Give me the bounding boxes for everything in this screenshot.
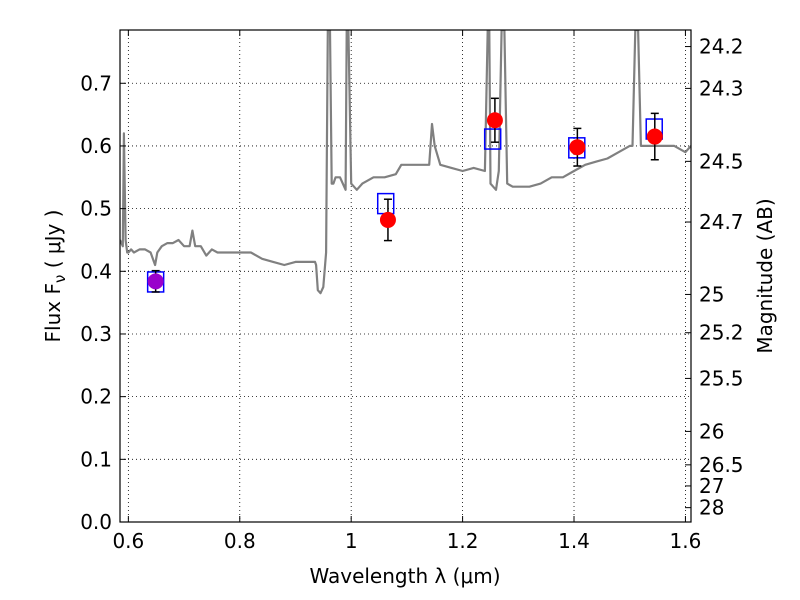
- observed-point: [147, 273, 164, 290]
- y-tick-label: 0.4: [80, 259, 112, 283]
- mag-tick-label: 24.3: [699, 76, 744, 100]
- y-tick-label: 0.1: [80, 447, 112, 471]
- x-tick-label: 1.2: [447, 529, 479, 553]
- y-tick-label: 0.5: [80, 197, 112, 221]
- x-tick-label: 0.6: [112, 529, 144, 553]
- mag-tick-label: 28: [699, 496, 724, 520]
- axis-ticks: 0.6 0.8 1 1.2 1.4 1.6 0.0 0.1 0.2 0.3 0.4 0.5 0.6 0.7…: [80, 30, 744, 553]
- mag-tick-label: 24.2: [699, 35, 744, 59]
- x-tick-label: 1: [345, 529, 358, 553]
- mag-tick-label: 25.2: [699, 321, 744, 345]
- x-tick-label: 1.4: [558, 529, 590, 553]
- observed-point: [569, 139, 586, 156]
- x-axis-label: Wavelength λ (μm): [309, 564, 500, 588]
- observed-point: [379, 211, 396, 228]
- observed-point: [486, 112, 503, 129]
- y-axis-label: Flux Fν ( μJy ): [41, 210, 69, 343]
- mag-tick-label: 25: [699, 282, 724, 306]
- right-axis-label: Magnitude (AB): [753, 198, 777, 353]
- grid-lines: [120, 30, 691, 522]
- y-tick-label: 0.7: [80, 71, 112, 95]
- observed-point: [646, 128, 663, 145]
- data-markers: [146, 97, 663, 293]
- mag-tick-label: 24.7: [699, 210, 744, 234]
- y-tick-label: 0.3: [80, 322, 112, 346]
- y-tick-label: 0.0: [80, 510, 112, 534]
- model-box: [483, 128, 502, 150]
- mag-tick-label: 26.5: [699, 453, 744, 477]
- spectrum-line-group: [120, 30, 691, 295]
- mag-tick-label: 24.5: [699, 149, 744, 173]
- spectrum-line: [120, 30, 691, 295]
- plot-frame: [119, 29, 692, 523]
- y-tick-label: 0.6: [80, 134, 112, 158]
- model-box: [376, 192, 395, 215]
- mag-tick-label: 26: [699, 419, 724, 443]
- x-tick-label: 0.8: [224, 529, 256, 553]
- x-tick-label: 1.6: [670, 529, 702, 553]
- mag-tick-label: 25.5: [699, 366, 744, 390]
- y-tick-label: 0.2: [80, 385, 112, 409]
- mag-tick-label: 27: [699, 474, 724, 498]
